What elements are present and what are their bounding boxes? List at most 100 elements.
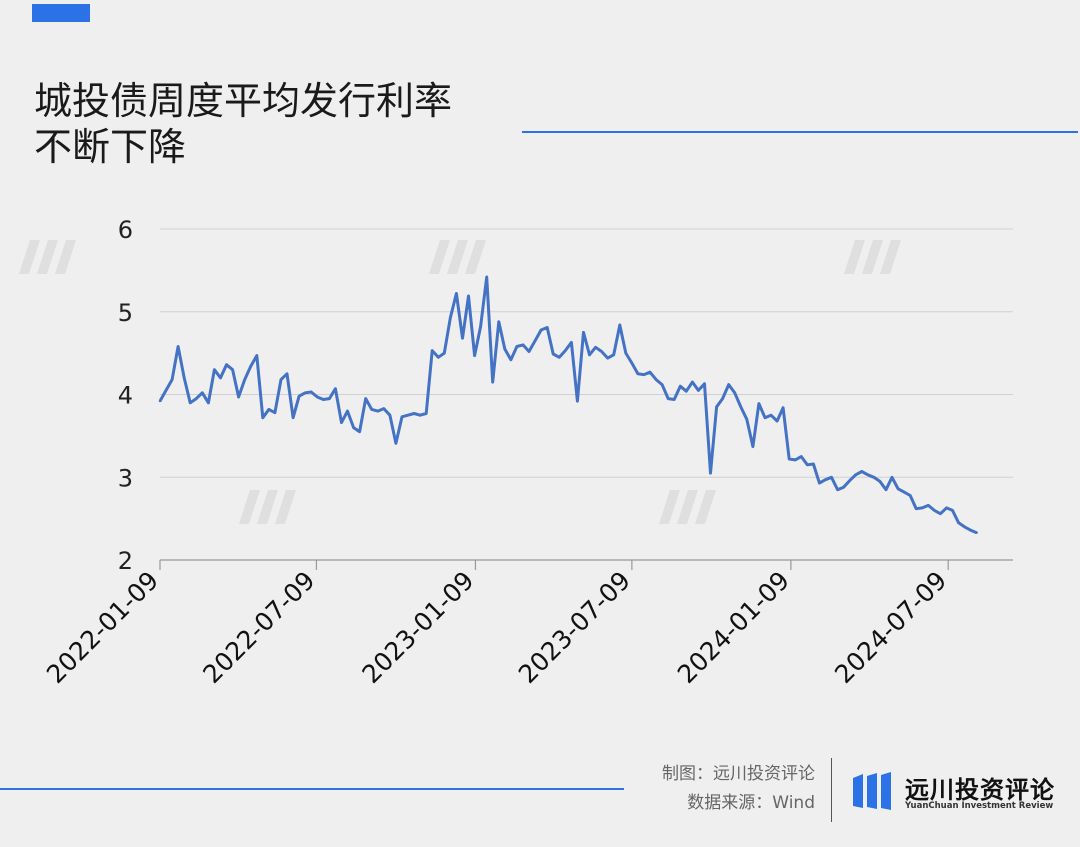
watermark-layer (18, 240, 901, 524)
data-point (721, 397, 724, 400)
data-point (963, 525, 966, 529)
data-point (491, 380, 494, 384)
data-point (546, 326, 549, 329)
data-point (473, 354, 476, 357)
data-point (818, 481, 821, 485)
data-point (485, 275, 488, 279)
data-point (539, 328, 543, 332)
data-point (642, 373, 646, 376)
data-point (340, 421, 343, 424)
data-point (612, 353, 615, 356)
data-point (945, 506, 948, 510)
x-tick-label: 2022-01-09 (41, 566, 164, 689)
data-point (164, 389, 168, 392)
data-point (243, 378, 246, 381)
data-point (176, 345, 180, 348)
watermark-mark (238, 490, 296, 524)
data-point (503, 347, 506, 351)
data-point (727, 383, 730, 386)
data-point (431, 349, 434, 352)
credits: 制图：远川投资评论 数据来源：Wind (662, 760, 815, 818)
data-point (636, 372, 640, 375)
data-point (207, 401, 210, 404)
data-point (751, 445, 755, 448)
data-point (788, 457, 791, 461)
data-point (842, 486, 845, 489)
accent-bar (32, 4, 90, 22)
data-point (406, 414, 410, 417)
data-point (443, 351, 446, 355)
data-point (479, 325, 482, 328)
data-point (878, 480, 882, 483)
data-point (648, 371, 652, 374)
title-line-1: 城投债周度平均发行利率 (34, 79, 453, 123)
data-point (933, 509, 936, 512)
data-point (939, 512, 942, 515)
data-point (775, 419, 779, 423)
y-tick-label: 2 (118, 547, 133, 575)
data-point (376, 409, 379, 413)
data-point (552, 352, 555, 356)
data-point (594, 346, 597, 349)
data-point (322, 398, 325, 401)
data-point (951, 509, 954, 512)
data-point (449, 316, 452, 319)
y-tick-label: 6 (118, 216, 133, 244)
x-tick-label: 2023-01-09 (356, 566, 479, 689)
data-point (394, 442, 398, 445)
data-point (860, 470, 863, 473)
data-point (582, 331, 585, 334)
brand-subtitle: YuanChuan Investment Review (905, 801, 1054, 811)
data-point (425, 412, 428, 415)
data-point (630, 361, 634, 365)
data-point (467, 294, 470, 298)
brand-name: 远川投资评论 (905, 776, 1055, 804)
data-point (170, 378, 174, 381)
data-point (848, 479, 851, 482)
data-point (890, 476, 894, 479)
data-point (183, 376, 186, 380)
data-point (533, 339, 537, 342)
data-point (346, 409, 349, 413)
data-point (576, 399, 579, 403)
data-point (267, 408, 271, 411)
data-point (667, 397, 670, 400)
data-point (866, 473, 869, 476)
y-tick-label: 4 (118, 382, 133, 410)
data-point (219, 376, 222, 380)
data-point (757, 402, 761, 405)
data-point (400, 415, 404, 418)
watermark-mark (658, 490, 716, 524)
data-point (830, 476, 833, 479)
data-point (158, 399, 162, 403)
x-tick-label: 2022-07-09 (197, 566, 320, 689)
x-tick-label: 2024-01-09 (672, 566, 795, 689)
data-point (195, 397, 198, 400)
footer-separator (831, 758, 832, 822)
data-point (455, 292, 458, 295)
data-point (521, 343, 525, 347)
data-point (618, 323, 621, 327)
x-axis: 2022-01-09 2022-07-09 2023-01-09 2023-07-09… (41, 559, 1013, 689)
data-point (310, 390, 313, 394)
data-point (600, 350, 603, 353)
data-point (509, 358, 513, 361)
data-point (316, 395, 319, 399)
data-point (745, 418, 748, 421)
credit-source: 数据来源：Wind (687, 793, 815, 813)
data-point (884, 488, 888, 491)
y-tick-label: 3 (118, 464, 133, 492)
data-point (824, 478, 827, 481)
data-point (806, 463, 809, 466)
data-point (909, 494, 912, 497)
data-point (279, 378, 283, 381)
data-point (213, 368, 216, 371)
x-tick-label: 2023-07-09 (513, 566, 636, 689)
series-line (158, 275, 978, 535)
series-layer (158, 275, 978, 535)
data-point (225, 363, 228, 366)
data-point (812, 462, 815, 466)
data-point (606, 356, 609, 360)
data-point (527, 350, 531, 353)
